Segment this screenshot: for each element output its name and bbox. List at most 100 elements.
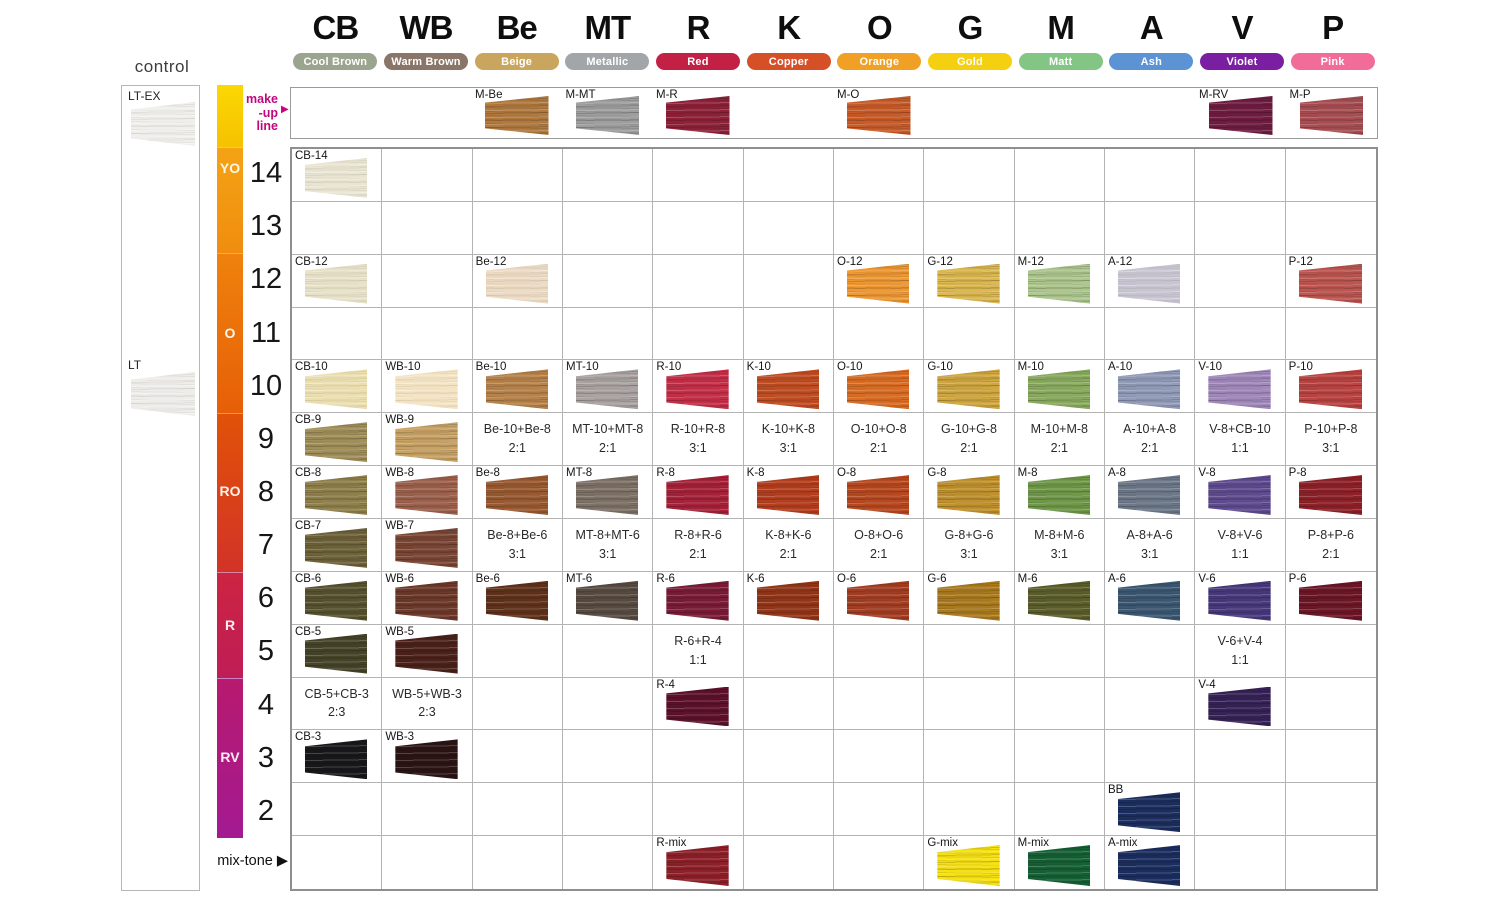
swatch-V-8 xyxy=(1208,475,1271,515)
makeup-swatch-M-P-label: M-P xyxy=(1289,89,1311,101)
grid-cell-A-2: BB xyxy=(1105,783,1196,837)
makeup-line-label: make -up line xyxy=(240,92,278,134)
swatch-O-12 xyxy=(847,263,910,304)
grid-cell-P-14 xyxy=(1285,149,1376,202)
mix-ratio-text: 3:1 xyxy=(779,441,798,456)
grid-cell-R-mix: R-mix xyxy=(653,836,744,889)
grid-cell-P-8: P-8 xyxy=(1285,466,1376,519)
grid-cell-P-5 xyxy=(1285,625,1376,678)
swatch-V-10-label: V-10 xyxy=(1198,361,1222,374)
swatch-V-4-label: V-4 xyxy=(1198,678,1216,691)
grid-cell-G-10: G-10 xyxy=(924,360,1015,414)
grid-cell-V-2 xyxy=(1195,783,1286,837)
mix-ratio-text: 2:1 xyxy=(598,441,617,456)
grid-cell-CB-9: CB-9 xyxy=(292,413,383,467)
control-swatch-LT-EX-label: LT-EX xyxy=(128,89,161,103)
swatch-G-6 xyxy=(937,580,1000,621)
makeup-swatch-M-Be-label: M-Be xyxy=(475,89,503,101)
grid-cell-M-3 xyxy=(1014,730,1105,784)
mix-formula-text: P-10+P-8 xyxy=(1304,422,1358,437)
tone-label-R: R xyxy=(224,617,236,633)
grid-cell-K-10: K-10 xyxy=(743,360,834,414)
grid-cell-MT-8: MT-8 xyxy=(563,466,654,519)
grid-cell-MT-10: MT-10 xyxy=(563,360,654,414)
mix-formula-K-9: K-10+K-8 3:1 xyxy=(744,413,833,465)
grid-cell-R-12 xyxy=(653,254,744,308)
grid-cell-V-14 xyxy=(1195,149,1286,202)
grid-cell-WB-9: WB-9 xyxy=(382,413,473,467)
swatch-A-6 xyxy=(1118,580,1181,621)
swatch-BB-label: BB xyxy=(1108,784,1124,797)
swatch-M-8 xyxy=(1027,475,1090,515)
makeup-cell-K xyxy=(744,88,835,138)
grid-cell-K-13 xyxy=(743,201,834,255)
swatch-WB-7 xyxy=(395,528,458,568)
mix-formula-text: R-6+R-4 xyxy=(674,633,722,648)
swatch-R-4 xyxy=(666,686,729,727)
column-letter-MT: MT xyxy=(584,9,631,46)
swatch-G-8-label: G-8 xyxy=(927,467,947,480)
grid-cell-R-10: R-10 xyxy=(653,360,744,414)
swatch-Be-6 xyxy=(485,580,548,621)
grid-cell-A-10: A-10 xyxy=(1105,360,1196,414)
mix-formula-WB-4: WB-5+WB-3 2:3 xyxy=(382,678,471,730)
control-swatch-LT-label: LT xyxy=(128,358,142,372)
mix-formula-text: V-6+V-4 xyxy=(1217,633,1263,648)
level-number-3: 3 xyxy=(257,741,275,774)
grid-cell-Be-10: Be-10 xyxy=(472,360,563,414)
column-badge-CB: Cool Brown xyxy=(293,53,378,70)
mix-formula-text: O-10+O-8 xyxy=(850,422,907,437)
grid-cell-O-7: O-8+O-6 2:1 xyxy=(834,519,925,572)
swatch-WB-8-label: WB-8 xyxy=(385,467,415,480)
makeup-swatch-M-P xyxy=(1299,96,1363,135)
control-swatch-LT-EX xyxy=(131,102,195,146)
swatch-WB-6 xyxy=(395,580,458,621)
grid-cell-MT-7: MT-8+MT-6 3:1 xyxy=(563,519,654,572)
tone-segment-YO: YO xyxy=(217,147,243,253)
grid-cell-WB-8: WB-8 xyxy=(382,466,473,519)
swatch-M-mix-label: M-mix xyxy=(1017,837,1049,850)
grid-cell-V-12 xyxy=(1195,254,1286,308)
swatch-Be-12 xyxy=(485,263,548,304)
grid-cell-M-7: M-8+M-6 3:1 xyxy=(1014,519,1105,572)
mix-ratio-text: 2:1 xyxy=(869,441,888,456)
grid-cell-WB-14 xyxy=(382,149,473,202)
grid-cell-M-11 xyxy=(1014,307,1105,361)
grid-cell-P-3 xyxy=(1285,730,1376,784)
column-letter-K: K xyxy=(777,9,801,46)
mix-ratio-text: 2:1 xyxy=(689,546,707,561)
mix-ratio-text: 2:3 xyxy=(418,705,436,720)
makeup-swatch-M-MT xyxy=(575,96,639,135)
swatch-P-12-label: P-12 xyxy=(1288,255,1313,268)
swatch-CB-10 xyxy=(305,369,368,410)
column-header-G: G Gold xyxy=(925,7,1016,70)
swatch-CB-14 xyxy=(305,158,368,198)
swatch-MT-6 xyxy=(576,580,639,621)
grid-cell-V-7: V-8+V-6 1:1 xyxy=(1195,519,1286,572)
mix-formula-R-7: R-8+R-6 2:1 xyxy=(653,519,742,571)
swatch-CB-7-label: CB-7 xyxy=(295,520,322,532)
grid-cell-M-8: M-8 xyxy=(1014,466,1105,519)
mix-formula-text: G-8+G-6 xyxy=(944,528,994,543)
swatch-A-mix xyxy=(1118,845,1181,886)
grid-cell-P-11 xyxy=(1285,308,1376,361)
grid-cell-R-3 xyxy=(653,730,744,784)
swatch-A-mix-label: A-mix xyxy=(1108,837,1138,850)
swatch-A-8-label: A-8 xyxy=(1108,467,1126,480)
column-badge-Be: Beige xyxy=(474,53,559,70)
swatch-G-8 xyxy=(937,475,1000,515)
makeup-line-label-line3: line xyxy=(256,119,278,133)
swatch-V-6-label: V-6 xyxy=(1198,572,1216,585)
swatch-CB-3 xyxy=(305,739,368,780)
grid-cell-G-3 xyxy=(924,730,1015,784)
swatch-CB-5 xyxy=(305,633,368,674)
swatch-K-6 xyxy=(756,580,819,621)
column-badge-A: Ash xyxy=(1109,53,1194,70)
tone-level-gradient-bar: YO O RO R RV xyxy=(217,85,243,838)
grid-cell-V-4: V-4 xyxy=(1195,677,1286,731)
column-letter-O: O xyxy=(866,9,893,46)
column-letter-Be: Be xyxy=(496,9,538,46)
swatch-K-8-label: K-8 xyxy=(746,467,765,480)
grid-cell-V-mix xyxy=(1195,836,1286,889)
mix-formula-P-9: P-10+P-8 3:1 xyxy=(1286,413,1376,465)
